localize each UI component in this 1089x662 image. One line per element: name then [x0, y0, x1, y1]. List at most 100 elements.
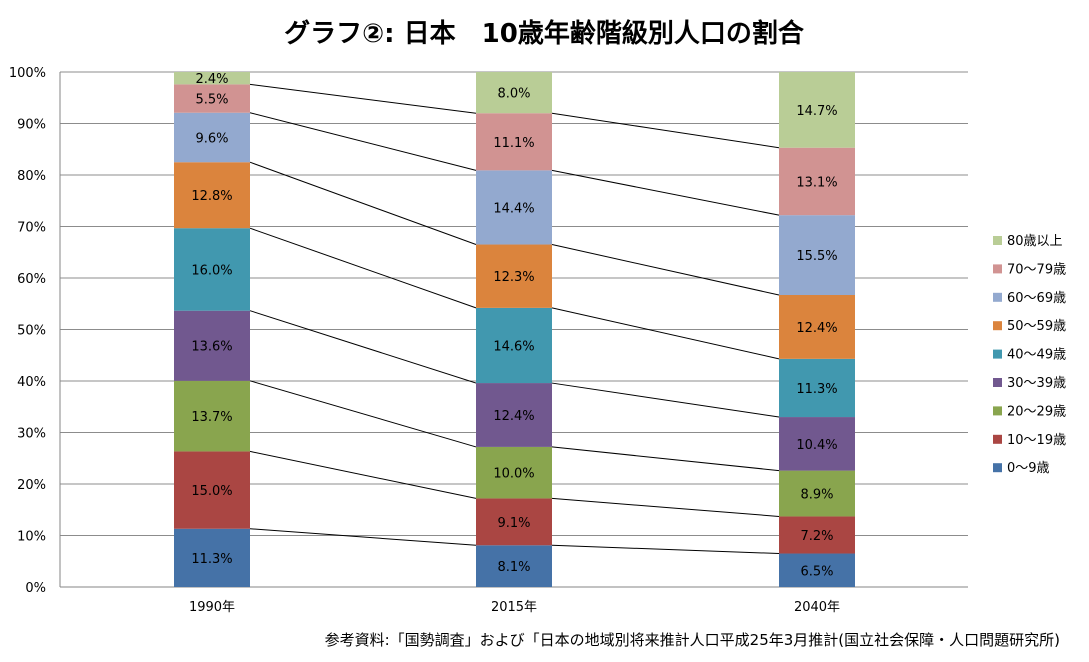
- y-tick-label: 60%: [17, 272, 46, 287]
- bar-segment: [476, 307, 552, 384]
- data-label: 12.4%: [796, 321, 837, 336]
- data-label: 9.6%: [195, 131, 228, 146]
- data-label: 5.5%: [195, 93, 228, 108]
- data-label: 13.7%: [191, 410, 232, 425]
- bar-segment: [174, 84, 250, 113]
- data-label: 11.1%: [493, 136, 534, 151]
- legend-swatch: [993, 434, 1002, 444]
- source-note: 参考資料:「国勢調査」および「日本の地域別将来推計人口平成25年3月推計(国立社…: [325, 631, 1060, 649]
- bar-segment: [779, 147, 855, 216]
- bar-segment: [174, 310, 250, 381]
- legend: 80歳以上 70～79歳 60～69歳 50～59歳 40～49歳 30～39歳 20～29…: [993, 234, 1066, 476]
- series-connectors: [249, 83, 780, 555]
- x-tick-label: 2015年: [491, 600, 537, 615]
- data-label: 12.3%: [493, 270, 534, 285]
- bar-segment: [476, 170, 552, 245]
- data-label: 12.8%: [191, 189, 232, 204]
- series-connector-line: [249, 83, 477, 114]
- y-tick-label: 10%: [17, 530, 46, 545]
- bar-segment: [174, 72, 250, 85]
- data-label: 10.0%: [493, 467, 534, 482]
- data-label: 15.5%: [796, 249, 837, 264]
- data-label: 13.1%: [796, 175, 837, 190]
- series-connector-line: [551, 382, 780, 418]
- series-connector-line: [551, 497, 780, 517]
- series-connector-line: [249, 528, 477, 546]
- legend-label: 10～19歳: [1007, 433, 1066, 448]
- data-label: 15.0%: [191, 484, 232, 499]
- data-label: 14.7%: [796, 104, 837, 119]
- bar-segment: [476, 383, 552, 447]
- bar-segment: [174, 228, 250, 311]
- series-connector-line: [551, 112, 780, 149]
- data-label: 11.3%: [796, 382, 837, 397]
- legend-label: 80歳以上: [1007, 234, 1063, 249]
- data-label: 16.0%: [191, 263, 232, 278]
- legend-swatch: [993, 321, 1002, 331]
- y-tick-label: 20%: [17, 478, 46, 493]
- bar-segment: [476, 446, 552, 499]
- bar-segment: [476, 72, 552, 114]
- y-tick-label: 30%: [17, 427, 46, 442]
- series-connector-line: [249, 227, 477, 309]
- x-axis: 1990年 2015年 2040年: [189, 600, 840, 615]
- legend-label: 0～9歳: [1007, 461, 1050, 476]
- y-axis: 0% 10% 20% 30% 40% 50% 60% 70% 80% 90% 100%: [9, 66, 61, 596]
- bar-segment: [779, 470, 855, 517]
- data-label: 8.0%: [497, 87, 530, 102]
- legend-label: 60～69歳: [1007, 291, 1066, 306]
- data-label: 6.5%: [800, 564, 833, 579]
- y-tick-label: 50%: [17, 324, 46, 339]
- series-connector-line: [249, 112, 477, 171]
- y-tick-label: 80%: [17, 169, 46, 184]
- bar-segment: [779, 294, 855, 359]
- series-connector-line: [249, 380, 477, 448]
- bar-segment: [174, 380, 250, 452]
- series-connector-line: [551, 544, 780, 555]
- bar-segment: [779, 72, 855, 148]
- bar-segment: [476, 545, 552, 587]
- bar-segment: [779, 516, 855, 554]
- series-connector-line: [551, 307, 780, 360]
- data-label: 11.3%: [191, 552, 232, 567]
- series-connector-line: [249, 450, 477, 499]
- bar-segment: [476, 244, 552, 308]
- legend-swatch: [993, 264, 1002, 274]
- data-label: 14.4%: [493, 201, 534, 216]
- legend-swatch: [993, 378, 1002, 387]
- chart-title: グラフ②: 日本 10歳年齢階級別人口の割合: [284, 18, 805, 49]
- bar-segment: [174, 112, 250, 163]
- x-tick-label: 1990年: [189, 600, 235, 615]
- bar-segment: [779, 215, 855, 295]
- bar-segment: [779, 553, 855, 587]
- data-label: 8.1%: [497, 560, 530, 575]
- bar-segment: [779, 358, 855, 418]
- legend-label: 50～59歳: [1007, 319, 1066, 334]
- legend-swatch: [993, 406, 1002, 416]
- y-tick-label: 100%: [9, 66, 46, 81]
- y-tick-label: 0%: [25, 581, 46, 596]
- data-label: 14.6%: [493, 339, 534, 354]
- legend-swatch: [993, 236, 1002, 245]
- legend-label: 20～29歳: [1007, 404, 1066, 419]
- bar-segment: [174, 528, 250, 587]
- y-tick-label: 90%: [17, 118, 46, 133]
- bar-segment: [174, 162, 250, 229]
- y-tick-label: 70%: [17, 221, 46, 236]
- series-connector-line: [551, 244, 780, 296]
- series-connector-line: [249, 161, 477, 245]
- data-label: 8.9%: [800, 488, 833, 503]
- data-label: 9.1%: [497, 516, 530, 531]
- x-tick-label: 2040年: [794, 600, 840, 615]
- series-connector-line: [551, 446, 780, 472]
- legend-label: 70～79歳: [1007, 262, 1066, 277]
- bar-segment: [174, 451, 250, 529]
- legend-label: 40～49歳: [1007, 348, 1066, 363]
- y-tick-label: 40%: [17, 375, 46, 390]
- series-connector-line: [551, 169, 780, 216]
- series-connector-line: [249, 310, 477, 384]
- data-label: 7.2%: [800, 529, 833, 544]
- data-label: 2.4%: [195, 72, 228, 87]
- legend-label: 30～39歳: [1007, 376, 1066, 391]
